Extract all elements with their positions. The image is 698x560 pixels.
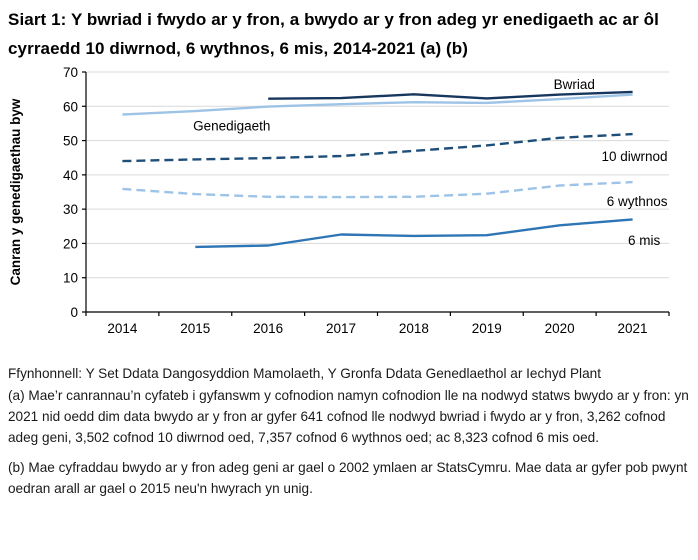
x-tick-label: 2017 — [326, 321, 356, 336]
x-tick-label: 2018 — [399, 321, 429, 336]
y-tick-label: 0 — [70, 305, 78, 320]
y-tick-label: 20 — [63, 236, 78, 251]
series-line-6-mis — [195, 218, 633, 249]
series-line-genedigaeth — [122, 93, 633, 116]
y-tick-label: 70 — [63, 65, 78, 80]
series-line-10-diwrnod — [122, 132, 633, 163]
y-tick-label: 10 — [63, 271, 78, 286]
x-tick-label: 2019 — [472, 321, 502, 336]
y-tick-label: 60 — [63, 99, 78, 114]
source-note: Ffynhonnell: Y Set Ddata Dangosyddion Ma… — [8, 366, 601, 381]
chart-area: 0 10 20 30 40 50 60 70 2014 2015 2016 2017 2018 2019 2… — [0, 65, 698, 357]
chart-svg: 0 10 20 30 40 50 60 70 2014 2015 2016 2017 2018 2019 2… — [8, 65, 670, 336]
y-tick-label: 30 — [63, 202, 78, 217]
y-tick-label: 50 — [63, 134, 78, 149]
series-line-bwriad — [268, 90, 633, 100]
series-label-bwriad: Bwriad — [554, 77, 595, 92]
footnote-b: (b) Mae cyfraddau bwydo ar y fron adeg g… — [8, 460, 688, 496]
y-tick-label: 40 — [63, 168, 78, 183]
x-tick-label: 2016 — [253, 321, 283, 336]
series-label-6-wythnos: 6 wythnos — [607, 194, 668, 209]
series-label-6-mis: 6 mis — [628, 233, 661, 248]
series-label-genedigaeth: Genedigaeth — [193, 119, 270, 134]
series-label-10-diwrnod: 10 diwrnod — [601, 149, 667, 164]
x-tick-label: 2014 — [107, 321, 138, 336]
x-tick-label: 2020 — [545, 321, 575, 336]
x-tick-label: 2015 — [180, 321, 210, 336]
footnote-a: (a) Mae’r canrannau’n cyfateb i gyfanswm… — [8, 388, 689, 445]
series-line-6-wythnos — [122, 180, 633, 199]
x-tick-label: 2021 — [618, 321, 648, 336]
chart-title: Siart 1: Y bwriad i fwydo ar y fron, a b… — [8, 10, 659, 58]
footnotes: Ffynhonnell: Y Set Ddata Dangosyddion Ma… — [0, 357, 698, 499]
y-axis-title: Canran y genedigaethau byw — [8, 98, 23, 285]
